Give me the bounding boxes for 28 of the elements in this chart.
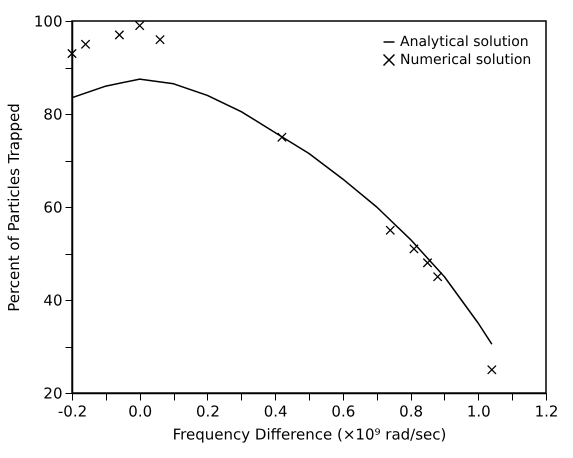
point [80,39,90,50]
y-tick-label: 100 [34,12,62,30]
y-tick-label: 40 [43,292,62,310]
point [134,20,145,30]
y-axis-title: Percent of Particles Trapped [4,103,23,312]
x-tick-label: 0.4 [264,402,288,420]
point [486,364,497,375]
x-tick-label: 0.0 [128,402,152,420]
point [432,272,442,282]
point [155,34,165,44]
legend-label: Analytical solution [400,34,529,50]
y-tick-label: 60 [43,198,62,216]
point [422,258,432,268]
x-tick-label: 1.2 [534,402,558,420]
point [67,48,77,58]
y-tick-label: 20 [43,384,62,402]
x-tick-label: 0.2 [196,402,220,420]
x-tick-label: 0.8 [399,402,423,420]
x-tick-label: 0.6 [331,402,356,420]
point [409,244,419,254]
y-tick-label: 80 [43,106,62,124]
legend-label: Numerical solution [400,52,532,68]
point [277,132,287,142]
x-axis-title: Frequency Difference (×10⁹ rad/sec) [172,426,446,444]
x-tick-label: 1.0 [466,402,491,420]
x-tick-label: -0.2 [58,402,88,420]
point [114,30,124,40]
point [385,225,396,236]
